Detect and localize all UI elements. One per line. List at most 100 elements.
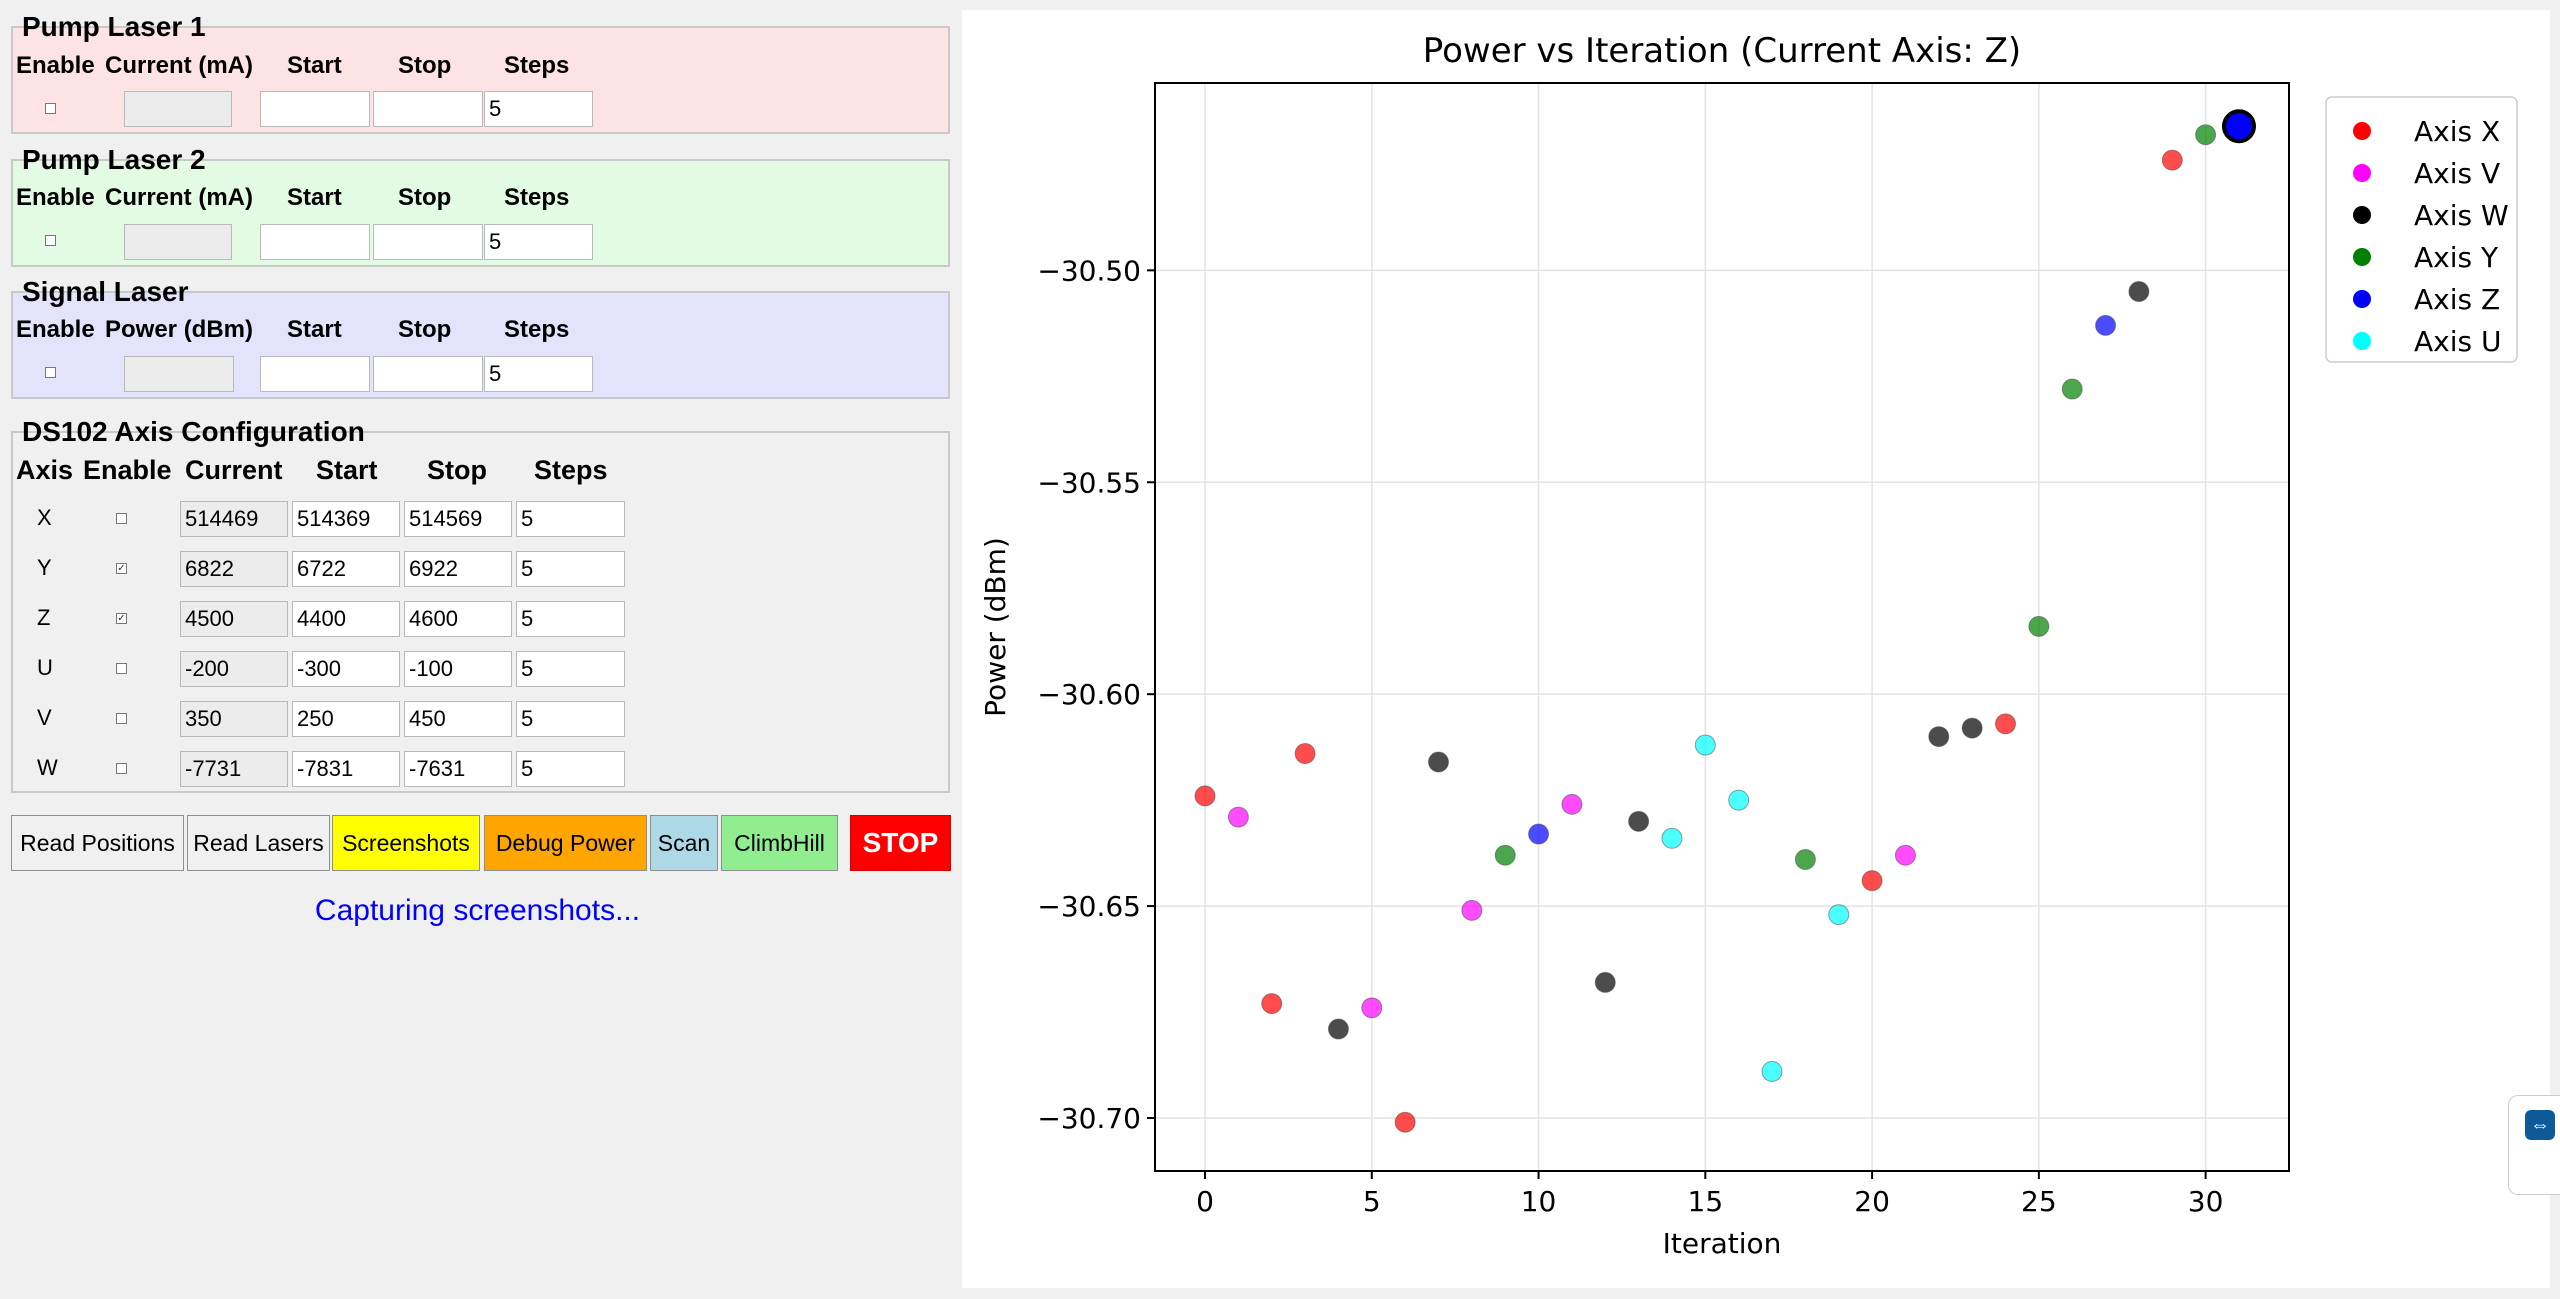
axis-steps-input[interactable]: 5: [516, 601, 625, 637]
axis-stop-input[interactable]: 6922: [404, 551, 512, 587]
axis-current-field[interactable]: -7731: [180, 751, 288, 787]
signal-enable-checkbox[interactable]: [45, 367, 56, 378]
data-point: [1828, 904, 1850, 926]
x-tick-label: 0: [1196, 1185, 1214, 1218]
axis-steps-input[interactable]: 5: [516, 551, 625, 587]
steps-column-header: Steps: [534, 455, 608, 485]
axis-stop-input[interactable]: 450: [404, 701, 512, 737]
signal-power-field[interactable]: [124, 356, 234, 392]
y-tick-label: −30.50: [1037, 254, 1141, 287]
axis-label: V: [37, 705, 52, 730]
status-message: Capturing screenshots...: [314, 894, 641, 927]
y-tick-label: −30.65: [1037, 890, 1141, 923]
axis-label: Y: [37, 555, 52, 580]
pump2-start-header: Start: [287, 184, 342, 211]
axis-enable-checkbox[interactable]: [116, 713, 127, 724]
climbhill-button[interactable]: ClimbHill: [721, 815, 838, 871]
signal-enable-header: Enable: [16, 316, 95, 343]
axis-config-title: DS102 Axis Configuration: [22, 416, 365, 447]
axis-enable-checkbox[interactable]: [116, 663, 127, 674]
pump2-stop-input[interactable]: [373, 224, 483, 260]
pump1-stop-input[interactable]: [373, 91, 483, 127]
pump2-enable-checkbox[interactable]: [45, 235, 56, 246]
pump1-enable-checkbox[interactable]: [45, 103, 56, 114]
signal-steps-input[interactable]: 5: [484, 356, 593, 392]
data-point: [2128, 281, 2150, 303]
pump1-enable-header: Enable: [16, 52, 95, 79]
axis-label: U: [37, 655, 53, 680]
axis-label: W: [37, 755, 58, 780]
debug-power-button[interactable]: Debug Power: [484, 815, 647, 871]
pump1-steps-header: Steps: [504, 52, 570, 79]
axis-stop-input[interactable]: -100: [404, 651, 512, 687]
axis-stop-input[interactable]: 514569: [404, 501, 512, 537]
axis-start-input[interactable]: 4400: [292, 601, 400, 637]
data-point: [1794, 848, 1816, 870]
pump2-current-field[interactable]: [124, 224, 232, 260]
y-tick-label: −30.70: [1037, 1102, 1141, 1135]
plot-canvas: 0 5 10 15 20 25 30 −30.50 −30.55 −30.60 −30.65 −30.…: [962, 10, 2550, 1288]
axis-steps-input[interactable]: 5: [516, 651, 625, 687]
axis-stop-input[interactable]: 4600: [404, 601, 512, 637]
axis-start-input[interactable]: 250: [292, 701, 400, 737]
power-vs-iteration-chart: 0 5 10 15 20 25 30 −30.50 −30.55 −30.60 −30.65 −30.…: [979, 31, 2518, 1260]
data-point: [1928, 726, 1950, 748]
signal-laser-title: Signal Laser: [22, 276, 189, 307]
side-panel-tab[interactable]: ⇔: [2508, 1095, 2560, 1195]
legend-marker: [2353, 290, 2371, 308]
axis-config-group: DS102 Axis Configuration: [11, 416, 950, 793]
pump2-steps-input[interactable]: 5: [484, 224, 593, 260]
legend-label: Axis Z: [2414, 283, 2500, 316]
axis-start-input[interactable]: -7831: [292, 751, 400, 787]
pump-laser-2-title: Pump Laser 2: [22, 144, 206, 175]
axis-start-input[interactable]: -300: [292, 651, 400, 687]
axis-column-header: Axis: [16, 455, 74, 485]
axis-current-field[interactable]: 4500: [180, 601, 288, 637]
pump1-current-field[interactable]: [124, 91, 232, 127]
axis-stop-input[interactable]: -7631: [404, 751, 512, 787]
axis-enable-checkbox[interactable]: [116, 763, 127, 774]
axis-steps-input[interactable]: 5: [516, 701, 625, 737]
axis-steps-input[interactable]: 5: [516, 501, 625, 537]
legend-label: Axis U: [2414, 325, 2502, 358]
legend-label: Axis Y: [2414, 241, 2499, 274]
signal-power-header: Power (dBm): [105, 316, 254, 343]
chart-title: Power vs Iteration (Current Axis: Z): [1423, 31, 2021, 71]
x-tick-label: 25: [2021, 1185, 2057, 1218]
axis-enable-checkbox[interactable]: ✓: [116, 613, 127, 624]
axis-current-field[interactable]: 6822: [180, 551, 288, 587]
stop-button[interactable]: STOP: [850, 815, 951, 871]
pump1-start-input[interactable]: [260, 91, 370, 127]
current-column-header: Current: [185, 455, 283, 485]
axis-start-input[interactable]: 514369: [292, 501, 400, 537]
pump2-current-header: Current (mA): [105, 184, 253, 211]
axis-current-field[interactable]: 350: [180, 701, 288, 737]
axis-enable-checkbox[interactable]: [116, 513, 127, 524]
data-point: [1995, 713, 2016, 735]
axis-start-input[interactable]: 6722: [292, 551, 400, 587]
data-point: [1461, 899, 1483, 921]
legend-marker: [2353, 206, 2371, 224]
axis-enable-checkbox[interactable]: ✓: [116, 563, 127, 574]
signal-start-input[interactable]: [260, 356, 370, 392]
pump1-steps-input[interactable]: 5: [484, 91, 593, 127]
axis-label: Z: [37, 605, 51, 630]
screenshots-button[interactable]: Screenshots: [332, 815, 480, 871]
data-point: [1394, 1111, 1416, 1133]
axis-label: X: [37, 505, 52, 530]
scan-button[interactable]: Scan: [650, 815, 718, 871]
axis-steps-input[interactable]: 5: [516, 751, 625, 787]
pump1-stop-header: Stop: [398, 52, 452, 79]
y-tick-label: −30.55: [1037, 466, 1141, 499]
start-column-header: Start: [316, 455, 378, 485]
read-positions-button[interactable]: Read Positions: [11, 815, 184, 871]
axis-current-field[interactable]: -200: [180, 651, 288, 687]
data-point: [1194, 785, 1216, 807]
pump2-enable-header: Enable: [16, 184, 95, 211]
signal-stop-input[interactable]: [373, 356, 483, 392]
data-point: [1561, 793, 1583, 815]
data-point: [1261, 993, 1283, 1015]
axis-current-field[interactable]: 514469: [180, 501, 288, 537]
read-lasers-button[interactable]: Read Lasers: [187, 815, 330, 871]
pump2-start-input[interactable]: [260, 224, 370, 260]
